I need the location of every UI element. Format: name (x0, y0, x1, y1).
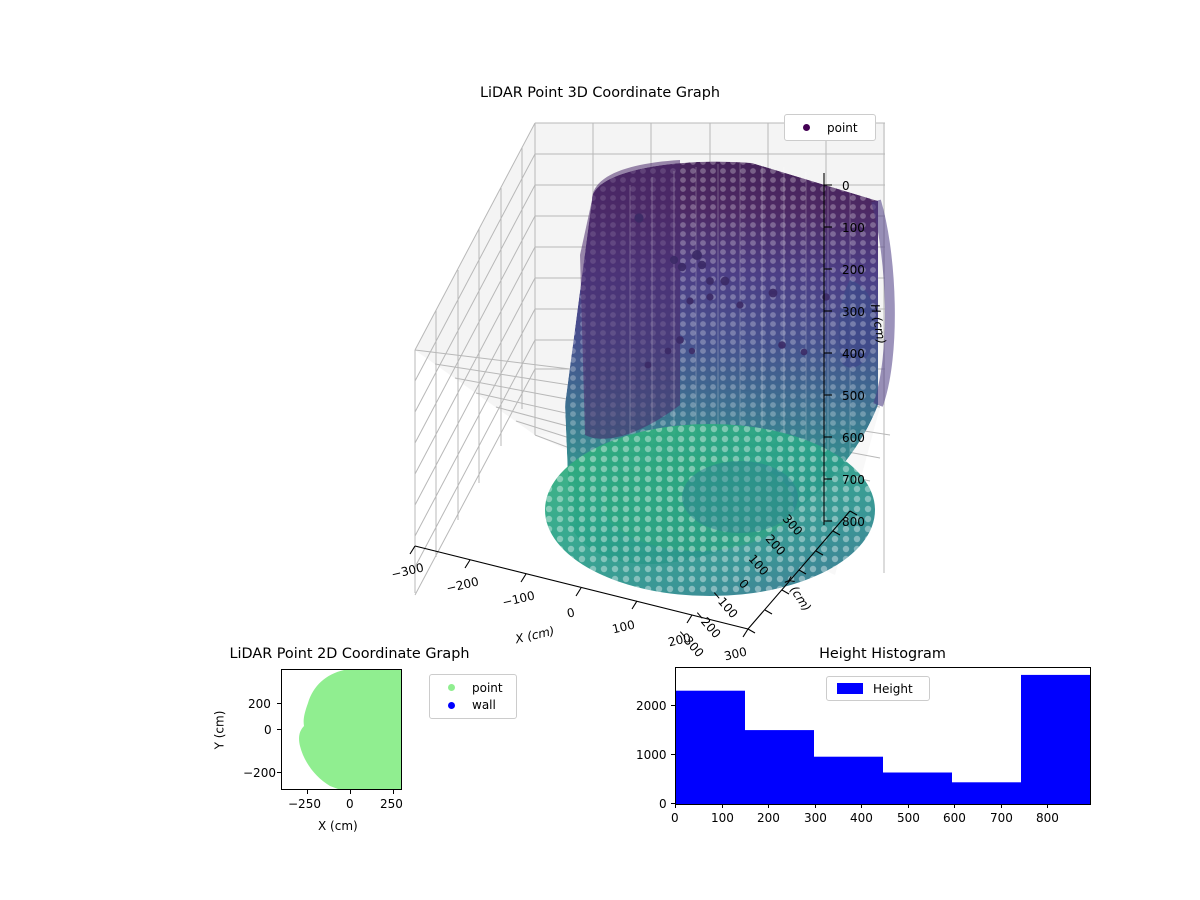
hist-bar (745, 730, 814, 804)
ztick-label-3d: 700 (842, 473, 865, 487)
xtick-mark-2d (393, 790, 394, 794)
ztick-label-3d: 400 (842, 347, 865, 361)
xtick-mark-hist (908, 804, 909, 808)
ytick-label-hist: 0 (659, 797, 667, 811)
xtick-label-hist: 700 (990, 811, 1013, 825)
xtick-label-hist: 200 (757, 811, 780, 825)
scatter-2d-canvas (299, 670, 401, 789)
xtick-label-2d: −250 (288, 797, 321, 811)
xtick-mark-hist (861, 804, 862, 808)
legend-label-height: Height (873, 681, 913, 696)
xtick-mark-hist (1047, 804, 1048, 808)
ztick-label-3d: 800 (842, 515, 865, 529)
legend-entry-point[interactable]: point (791, 119, 869, 136)
xtick-label-hist: 400 (850, 811, 873, 825)
hist-bar (676, 690, 745, 804)
point-marker-icon (791, 124, 821, 131)
point-cloud-3d (545, 160, 895, 596)
ytick-label-hist: 1000 (636, 748, 667, 762)
ztick-label-3d: 500 (842, 389, 865, 403)
hist-bar (814, 756, 883, 804)
xtick-label-hist: 600 (943, 811, 966, 825)
outlier-points-3d (634, 213, 830, 369)
wall-marker-icon (436, 701, 466, 709)
hist-bar (883, 772, 952, 804)
legend-entry-wall[interactable]: wall (436, 697, 510, 715)
xtick-marks-3d (409, 545, 749, 638)
legend-entry-height[interactable]: Height (833, 681, 923, 696)
ytick-label-2d: 0 (264, 723, 272, 737)
ztick-label-3d: 200 (842, 263, 865, 277)
xaxis-label-2d: X (cm) (318, 819, 358, 833)
floor-points-3d (545, 424, 875, 596)
xtick-mark-hist (675, 804, 676, 808)
plot-2d-title: LiDAR Point 2D Coordinate Graph (229, 646, 470, 662)
axes-3d: −300 −200 −100 0 100 200 300 300 200 100… (380, 105, 900, 663)
legend-label-point: point (472, 680, 503, 695)
xtick-label-hist: 500 (897, 811, 920, 825)
ytick-mark-2d (277, 772, 281, 773)
xtick-mark-hist (954, 804, 955, 808)
ztick-marks-3d (824, 184, 832, 522)
xtick-mark-2d (350, 790, 351, 794)
legend-histogram[interactable]: Height (826, 676, 930, 701)
legend-2d[interactable]: point wall (429, 674, 517, 719)
xtick-mark-2d (307, 790, 308, 794)
legend-label-point: point (827, 120, 858, 135)
legend-label-wall: wall (472, 698, 496, 713)
xtick-mark-hist (815, 804, 816, 808)
ztick-label-3d: 100 (842, 221, 865, 235)
ytick-mark-hist (671, 754, 675, 755)
legend-3d[interactable]: point (784, 114, 876, 141)
xtick-mark-hist (768, 804, 769, 808)
ytick-mark-2d (277, 703, 281, 704)
axes-2d[interactable] (281, 669, 402, 790)
yaxis-label-2d: Y (cm) (212, 710, 227, 750)
xtick-mark-hist (722, 804, 723, 808)
plot-hist-title: Height Histogram (819, 646, 946, 662)
histogram-canvas (676, 674, 1090, 804)
point-marker-icon (436, 684, 466, 692)
xtick-label-hist: 300 (804, 811, 827, 825)
height-patch-icon (833, 683, 867, 694)
hist-bar (1021, 674, 1090, 804)
plot-3d-title: LiDAR Point 3D Coordinate Graph (480, 85, 720, 101)
ytick-label-2d: 200 (248, 697, 271, 711)
ytick-mark-hist (671, 803, 675, 804)
xtick-mark-hist (1001, 804, 1002, 808)
ytick-marks-3d (747, 510, 858, 634)
ytick-label-hist: 2000 (636, 699, 667, 713)
xtick-label-hist: 100 (711, 811, 734, 825)
scatter-3d-canvas (409, 122, 895, 638)
ytick-label-2d: −200 (243, 766, 276, 780)
xtick-label-2d: 0 (346, 797, 354, 811)
ytick-mark-hist (671, 705, 675, 706)
ztick-label-3d: 0 (842, 179, 850, 193)
hist-bar (952, 782, 1021, 804)
ytick-mark-2d (277, 729, 281, 730)
histogram-bars (676, 674, 1090, 804)
xtick-label-hist: 0 (671, 811, 679, 825)
xtick-label-2d: 250 (380, 797, 403, 811)
ztick-label-3d: 600 (842, 431, 865, 445)
xtick-label-hist: 800 (1036, 811, 1059, 825)
ztick-label-3d: 300 (842, 305, 865, 319)
legend-entry-point[interactable]: point (436, 679, 510, 697)
